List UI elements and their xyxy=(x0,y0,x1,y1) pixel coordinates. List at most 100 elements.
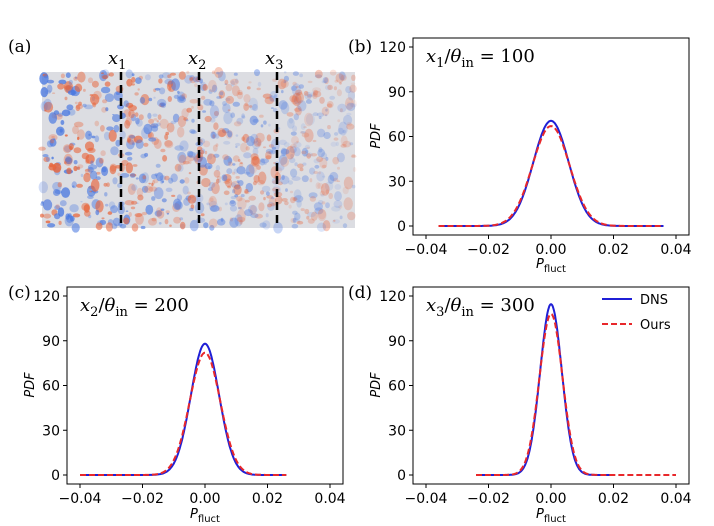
positive-fluctuation xyxy=(227,185,232,189)
positive-fluctuation xyxy=(153,118,158,121)
positive-fluctuation xyxy=(254,213,263,219)
x-tick-label: −0.02 xyxy=(467,491,510,507)
positive-fluctuation xyxy=(300,131,304,134)
positive-fluctuation xyxy=(310,153,318,157)
positive-fluctuation xyxy=(156,209,165,219)
positive-fluctuation xyxy=(178,71,186,80)
positive-fluctuation xyxy=(312,87,322,93)
y-tick-label: 120 xyxy=(379,289,406,305)
positive-fluctuation xyxy=(233,121,242,127)
series-line-dns xyxy=(438,119,664,227)
negative-fluctuation xyxy=(269,95,275,102)
negative-fluctuation xyxy=(252,147,259,156)
negative-fluctuation xyxy=(209,105,220,119)
positive-fluctuation xyxy=(256,165,261,170)
positive-fluctuation xyxy=(321,164,327,169)
y-axis-label: PDF xyxy=(23,372,38,398)
negative-fluctuation xyxy=(127,156,133,161)
positive-fluctuation xyxy=(259,114,264,118)
positive-fluctuation xyxy=(210,131,215,134)
negative-fluctuation xyxy=(61,109,71,117)
negative-fluctuation xyxy=(219,91,224,96)
negative-fluctuation xyxy=(297,220,301,223)
series-line-dns xyxy=(476,303,614,476)
y-tick-label: 60 xyxy=(388,130,406,146)
negative-fluctuation xyxy=(153,96,156,99)
negative-fluctuation xyxy=(87,164,98,170)
positive-fluctuation xyxy=(273,162,276,164)
positive-fluctuation xyxy=(235,176,240,179)
negative-fluctuation xyxy=(230,182,236,188)
positive-fluctuation xyxy=(340,135,348,146)
negative-fluctuation xyxy=(82,103,87,108)
negative-fluctuation xyxy=(87,195,94,200)
negative-fluctuation xyxy=(304,91,313,100)
negative-fluctuation xyxy=(280,148,290,155)
negative-fluctuation xyxy=(210,131,216,139)
panel-b-label: (b) xyxy=(348,37,372,57)
section-label-x2: x2 xyxy=(188,48,206,73)
positive-fluctuation xyxy=(213,110,219,117)
positive-fluctuation xyxy=(64,161,67,165)
positive-fluctuation xyxy=(81,202,90,211)
positive-fluctuation xyxy=(300,208,305,212)
positive-fluctuation xyxy=(90,93,100,105)
positive-fluctuation xyxy=(212,144,218,152)
negative-fluctuation xyxy=(233,72,238,76)
negative-fluctuation xyxy=(283,142,290,148)
negative-fluctuation xyxy=(292,217,298,223)
panel-c-pdf-chart: (c) 0 30 60 90 120 −0.04 −0.02 0.00 0.02 0.04 x2/… xyxy=(8,283,346,525)
negative-fluctuation xyxy=(189,219,199,232)
positive-fluctuation xyxy=(215,143,219,147)
x-tick-label: 0.02 xyxy=(252,491,283,507)
negative-fluctuation xyxy=(125,69,133,79)
negative-fluctuation xyxy=(337,103,347,113)
positive-fluctuation xyxy=(167,96,172,102)
positive-fluctuation xyxy=(167,74,172,79)
y-tick-label: 60 xyxy=(42,379,60,395)
negative-fluctuation xyxy=(322,175,326,178)
negative-fluctuation xyxy=(314,74,323,78)
positive-fluctuation xyxy=(314,69,323,79)
positive-fluctuation xyxy=(100,150,106,157)
y-tick-label: 90 xyxy=(388,85,406,101)
positive-fluctuation xyxy=(343,176,354,190)
negative-fluctuation xyxy=(291,83,301,97)
positive-fluctuation xyxy=(108,129,117,142)
positive-fluctuation xyxy=(262,93,272,99)
positive-fluctuation xyxy=(38,146,46,151)
positive-fluctuation xyxy=(335,73,345,83)
y-tick-label: 30 xyxy=(42,423,60,439)
negative-fluctuation xyxy=(179,179,185,184)
positive-fluctuation xyxy=(301,150,307,155)
positive-fluctuation xyxy=(255,132,265,143)
positive-fluctuation xyxy=(73,165,78,172)
negative-fluctuation xyxy=(288,118,294,124)
negative-fluctuation xyxy=(67,213,72,218)
negative-fluctuation xyxy=(313,202,323,211)
negative-fluctuation xyxy=(268,123,271,127)
positive-fluctuation xyxy=(333,137,339,141)
positive-fluctuation xyxy=(109,165,117,175)
positive-fluctuation xyxy=(350,154,357,158)
positive-fluctuation xyxy=(319,96,325,104)
negative-fluctuation xyxy=(207,187,214,192)
positive-fluctuation xyxy=(333,177,339,182)
negative-fluctuation xyxy=(74,76,78,79)
positive-fluctuation xyxy=(64,96,68,101)
negative-fluctuation xyxy=(336,152,345,163)
positive-fluctuation xyxy=(202,84,208,91)
positive-fluctuation xyxy=(117,172,121,176)
negative-fluctuation xyxy=(223,155,232,166)
negative-fluctuation xyxy=(208,182,216,188)
negative-fluctuation xyxy=(236,117,244,125)
positive-fluctuation xyxy=(164,140,173,147)
negative-fluctuation xyxy=(261,185,271,193)
negative-fluctuation xyxy=(151,173,157,180)
positive-fluctuation xyxy=(334,79,339,83)
positive-fluctuation xyxy=(185,155,195,162)
negative-fluctuation xyxy=(185,119,189,122)
negative-fluctuation xyxy=(235,142,241,147)
x-tick-label: 0.04 xyxy=(660,242,691,258)
positive-fluctuation xyxy=(238,91,243,96)
